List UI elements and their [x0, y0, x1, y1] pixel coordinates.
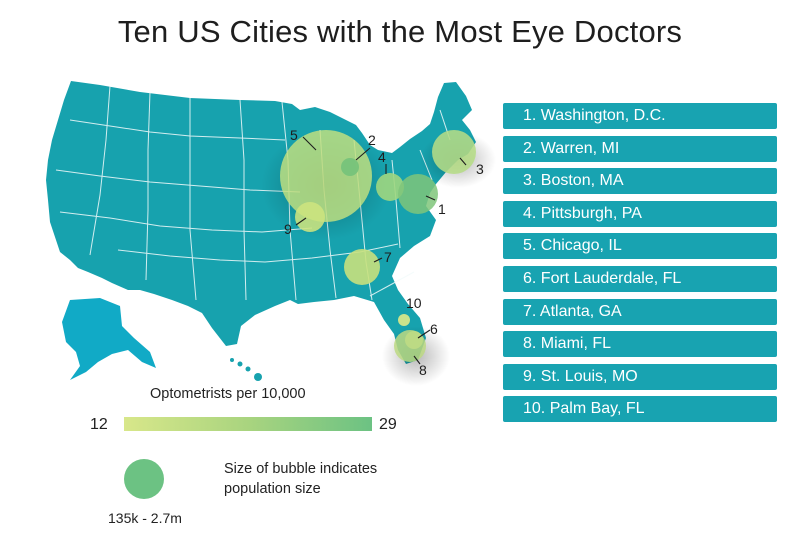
- us-map: 5 2 4 3 1 9 7 10 6 8: [0, 60, 500, 390]
- bubble-warren: [341, 158, 359, 176]
- city-ranking-list: 1. Washington, D.C. 2. Warren, MI 3. Bos…: [503, 103, 777, 429]
- size-legend-description: Size of bubble indicates population size: [224, 461, 378, 497]
- city-item: 5. Chicago, IL: [503, 233, 777, 260]
- city-item: 9. St. Louis, MO: [503, 363, 777, 390]
- color-legend-title: Optometrists per 10,000: [150, 386, 306, 402]
- city-item: 10. Palm Bay, FL: [503, 396, 777, 423]
- leader-lines: [295, 136, 467, 365]
- map-label-5: 5: [290, 127, 298, 143]
- city-item: 3. Boston, MA: [503, 168, 777, 195]
- color-legend-max: 29: [379, 416, 397, 433]
- bubble-pittsburgh: [376, 173, 404, 201]
- bubble-chicago: [280, 130, 372, 222]
- bubbles: [280, 130, 476, 362]
- map-label-4: 4: [378, 149, 386, 165]
- city-item: 6. Fort Lauderdale, FL: [503, 265, 777, 292]
- alaska-shape: [62, 298, 156, 380]
- map-label-8: 8: [419, 362, 427, 378]
- map-label-1: 1: [438, 201, 446, 217]
- map-label-2: 2: [368, 132, 376, 148]
- size-legend-bubble: [124, 459, 164, 499]
- bubble-atlanta: [344, 249, 380, 285]
- color-legend-min: 12: [90, 416, 108, 433]
- city-item: 2. Warren, MI: [503, 135, 777, 162]
- bubble-boston: [432, 130, 476, 174]
- page-title: Ten US Cities with the Most Eye Doctors: [117, 14, 683, 49]
- city-item: 8. Miami, FL: [503, 331, 777, 358]
- city-item: 4. Pittsburgh, PA: [503, 200, 777, 227]
- bubble-miami: [394, 330, 426, 362]
- bubble-washington: [398, 174, 438, 214]
- map-label-6: 6: [430, 321, 438, 337]
- city-item: 1. Washington, D.C.: [503, 103, 777, 129]
- map-label-3: 3: [476, 161, 484, 177]
- map-label-7: 7: [384, 249, 392, 265]
- city-item: 7. Atlanta, GA: [503, 298, 777, 325]
- map-label-9: 9: [284, 221, 292, 237]
- color-gradient-bar: [124, 417, 372, 431]
- map-label-10: 10: [406, 295, 422, 311]
- bubble-stlouis: [295, 202, 325, 232]
- size-legend-range: 135k - 2.7m: [108, 510, 182, 526]
- bubble-palmbay: [398, 314, 410, 326]
- hawaii-shape: [230, 358, 262, 381]
